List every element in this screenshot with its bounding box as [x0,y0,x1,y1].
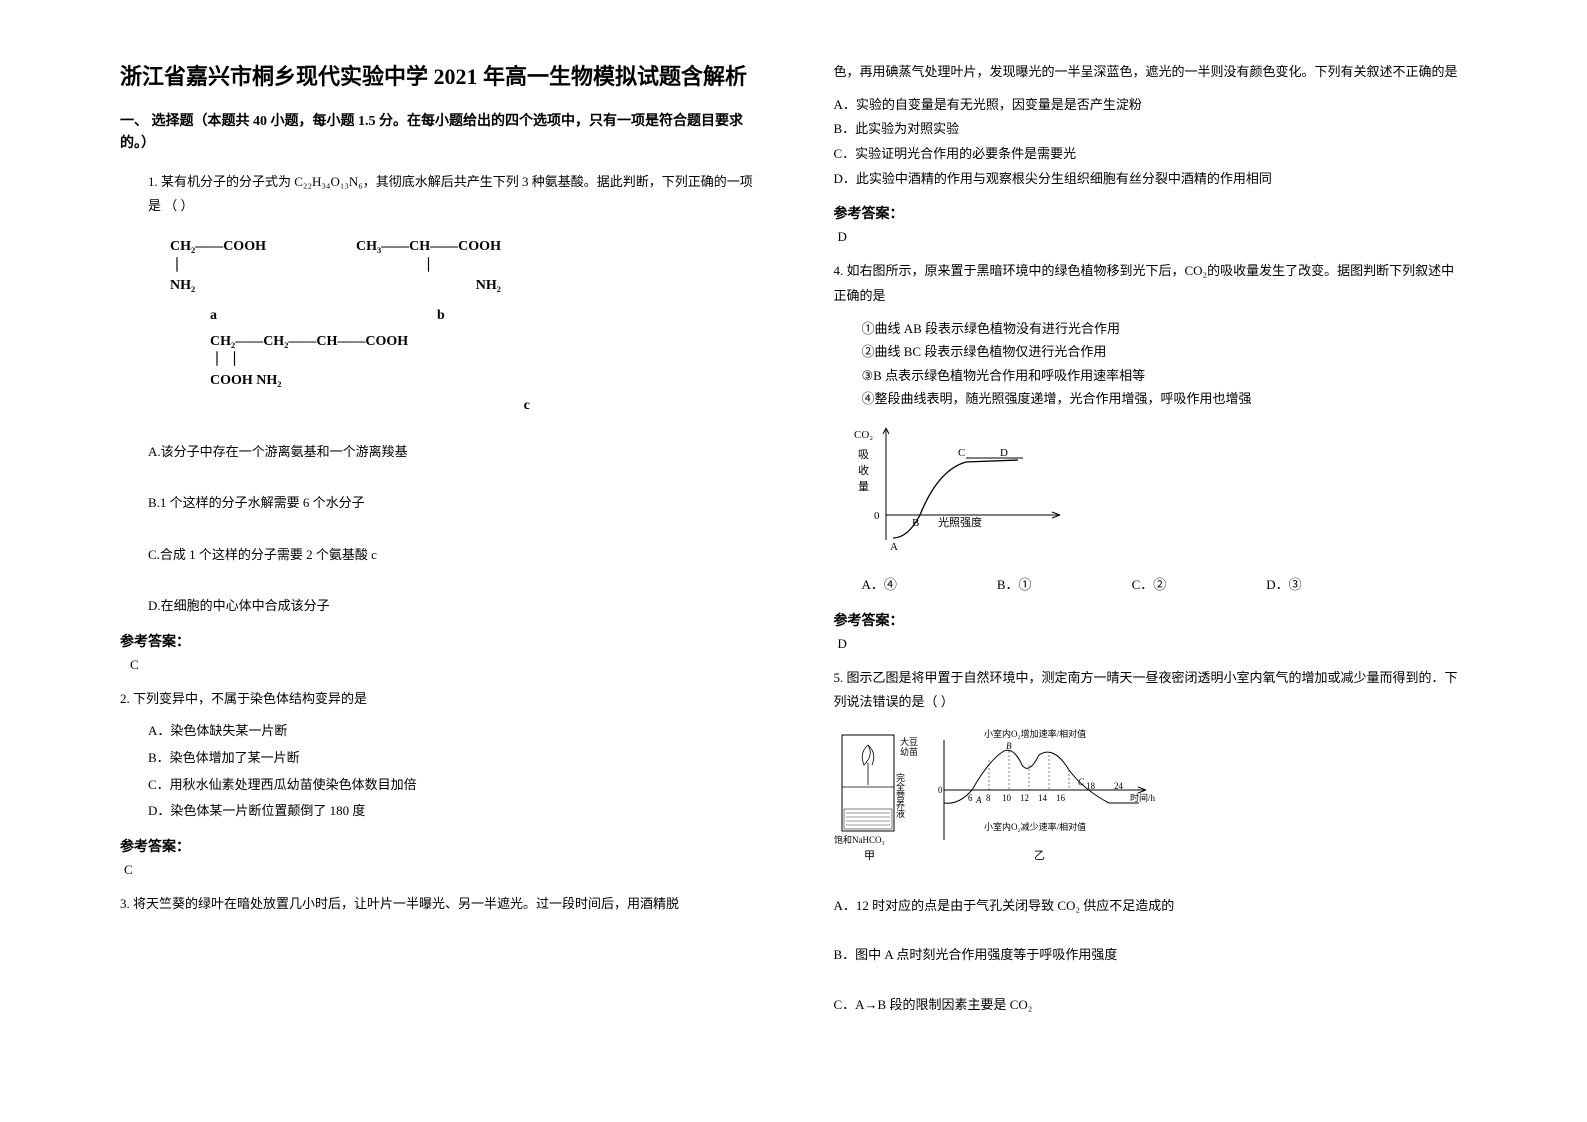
formula-label-a: a [210,306,217,326]
svg-text:乙: 乙 [1034,849,1045,862]
svg-text:A: A [975,795,982,805]
q2-opt-c: C．用秋水仙素处理西瓜幼苗使染色体数目加倍 [148,773,754,798]
svg-text:0: 0 [874,510,880,522]
formula-label-c: c [300,396,754,416]
q2-answer-label: 参考答案： [120,836,754,856]
svg-text:小室内O₂增加速率/相对值: 小室内O₂增加速率/相对值 [984,728,1086,739]
q4-s2: ②曲线 BC 段表示绿色植物仅进行光合作用 [862,340,1468,363]
q4-stem: 4. 如右图所示，原来置于黑暗环境中的绿色植物移到光下后，CO₂的吸收量发生了改… [834,259,1468,308]
formula-b-line2: ｜ [356,257,501,277]
q4-answer: D [838,636,1468,652]
q1-answer-label: 参考答案： [120,631,754,651]
formula-a-line3: NH₂ [170,276,266,296]
question-5: 5. 图示乙图是将甲置于自然环境中，测定南方一晴天一昼夜密闭透明小室内氧气的增加… [834,666,1468,1018]
svg-text:12: 12 [1020,793,1029,803]
q3-stem-part1: 3. 将天竺葵的绿叶在暗处放置几小时后，让叶片一半曝光、另一半遮光。过一段时间后… [120,892,754,917]
formula-label-b: b [437,306,445,326]
svg-text:大豆: 大豆 [900,736,918,747]
svg-text:光照强度: 光照强度 [938,515,982,529]
question-2: 2. 下列变异中，不属于染色体结构变异的是 A．染色体缺失某一片断 B．染色体增… [120,687,754,824]
formula-a-line2: ｜ [170,257,266,277]
q1-answer: C [130,657,754,673]
formula-b-line3: NH₂ [356,276,501,296]
question-3-part2: 色，再用碘蒸气处理叶片，发现曝光的一半呈深蓝色，遮光的一半则没有颜色变化。下列有… [834,60,1468,191]
q4-opt-d: D．③ [1266,573,1301,598]
svg-text:甲: 甲 [864,850,875,862]
q1-opt-d: D.在细胞的中心体中合成该分子 [148,594,754,619]
section-header: 一、 选择题（本题共 40 小题，每小题 1.5 分。在每小题给出的四个选项中，… [120,111,754,156]
q3-opt-d: D．此实验中酒精的作用与观察根尖分生组织细胞有丝分裂中酒精的作用相同 [834,167,1468,192]
q4-s3: ③B 点表示绿色植物光合作用和呼吸作用速率相等 [862,364,1468,387]
q2-opt-a: A．染色体缺失某一片断 [148,719,754,744]
q1-stem: 1. 某有机分子的分子式为 C₂₂H₃₄O₁₃N₆，其彻底水解后共产生下列 3 … [148,170,754,219]
svg-text:6: 6 [968,793,973,803]
question-4: 4. 如右图所示，原来置于黑暗环境中的绿色植物移到光下后，CO₂的吸收量发生了改… [834,259,1468,597]
svg-text:10: 10 [1002,793,1012,803]
svg-text:14: 14 [1038,793,1048,803]
formula-c-line1: CH₂——CH₂——CH——COOH [210,332,754,352]
svg-text:D: D [1000,447,1008,459]
q1-opt-b: B.1 个这样的分子水解需要 6 个水分子 [148,491,754,516]
svg-text:C: C [1078,777,1085,787]
q3-stem-part2: 色，再用碘蒸气处理叶片，发现曝光的一半呈深蓝色，遮光的一半则没有颜色变化。下列有… [834,60,1468,85]
formula-c-line2: ｜ ｜ [210,351,754,371]
question-1: 1. 某有机分子的分子式为 C₂₂H₃₄O₁₃N₆，其彻底水解后共产生下列 3 … [120,170,754,619]
q4-opt-c: C．② [1132,573,1167,598]
svg-text:16: 16 [1056,793,1066,803]
svg-text:B: B [1006,741,1012,751]
q4-answer-label: 参考答案： [834,610,1468,630]
svg-text:0: 0 [938,785,943,795]
svg-text:CO₂: CO₂ [854,429,873,441]
q4-chart: CO₂ 吸 收 量 0 A B C D 光照强度 [848,420,1468,569]
q1-opt-c: C.合成 1 个这样的分子需要 2 个氨基酸 c [148,543,754,568]
svg-text:收: 收 [858,463,869,477]
q1-opt-a: A.该分子中存在一个游离氨基和一个游离羧基 [148,440,754,465]
svg-text:完全营养液: 完全营养液 [895,772,905,819]
q2-opt-d: D．染色体某一片断位置颠倒了 180 度 [148,799,754,824]
svg-text:24: 24 [1114,781,1124,791]
q5-opt-a: A．12 时对应的点是由于气孔关闭导致 CO₂ 供应不足造成的 [834,894,1468,919]
svg-text:饱和NaHCO₃: 饱和NaHCO₃ [834,834,885,845]
q1-formula: CH₂——COOH ｜ NH₂ CH₃——CH——COOH ｜ NH₂ a b … [170,237,754,416]
q2-stem: 2. 下列变异中，不属于染色体结构变异的是 [120,687,754,712]
formula-a-line1: CH₂——COOH [170,237,266,257]
svg-text:C: C [958,447,965,459]
svg-text:小室内O₂减少速率/相对值: 小室内O₂减少速率/相对值 [984,821,1086,832]
formula-c-line3: COOH NH₂ [210,371,754,391]
q5-stem: 5. 图示乙图是将甲置于自然环境中，测定南方一晴天一昼夜密闭透明小室内氧气的增加… [834,666,1468,715]
page-title: 浙江省嘉兴市桐乡现代实验中学 2021 年高一生物模拟试题含解析 [120,60,754,93]
q3-answer-label: 参考答案： [834,203,1468,223]
q5-diagram: 大豆 幼苗 完全营养液 饱和NaHCO₃ 甲 小室内O₂增加速率/相对值 [834,725,1468,884]
q3-opt-a: A．实验的自变量是有无光照，因变量是是否产生淀粉 [834,93,1468,118]
svg-text:18: 18 [1086,781,1096,791]
svg-text:幼苗: 幼苗 [900,746,918,757]
q4-opt-b: B．① [997,573,1032,598]
q4-opt-a: A．④ [862,573,897,598]
question-3-part1: 3. 将天竺葵的绿叶在暗处放置几小时后，让叶片一半曝光、另一半遮光。过一段时间后… [120,892,754,917]
q3-opt-c: C．实验证明光合作用的必要条件是需要光 [834,142,1468,167]
svg-text:B: B [912,517,919,529]
q4-s1: ①曲线 AB 段表示绿色植物没有进行光合作用 [862,317,1468,340]
svg-text:量: 量 [858,480,869,493]
formula-b-line1: CH₃——CH——COOH [356,237,501,257]
svg-text:时间/h: 时间/h [1130,792,1156,803]
q5-opt-c: C．A→B 段的限制因素主要是 CO₂ [834,993,1468,1018]
q2-opt-b: B．染色体增加了某一片断 [148,746,754,771]
svg-text:A: A [890,541,898,553]
q2-answer: C [124,862,754,878]
q4-s4: ④整段曲线表明，随光照强度递增，光合作用增强，呼吸作用也增强 [862,387,1468,410]
svg-text:吸: 吸 [858,449,869,461]
q3-opt-b: B．此实验为对照实验 [834,117,1468,142]
q3-answer: D [838,229,1468,245]
svg-text:8: 8 [986,793,991,803]
q5-opt-b: B．图中 A 点时刻光合作用强度等于呼吸作用强度 [834,943,1468,968]
